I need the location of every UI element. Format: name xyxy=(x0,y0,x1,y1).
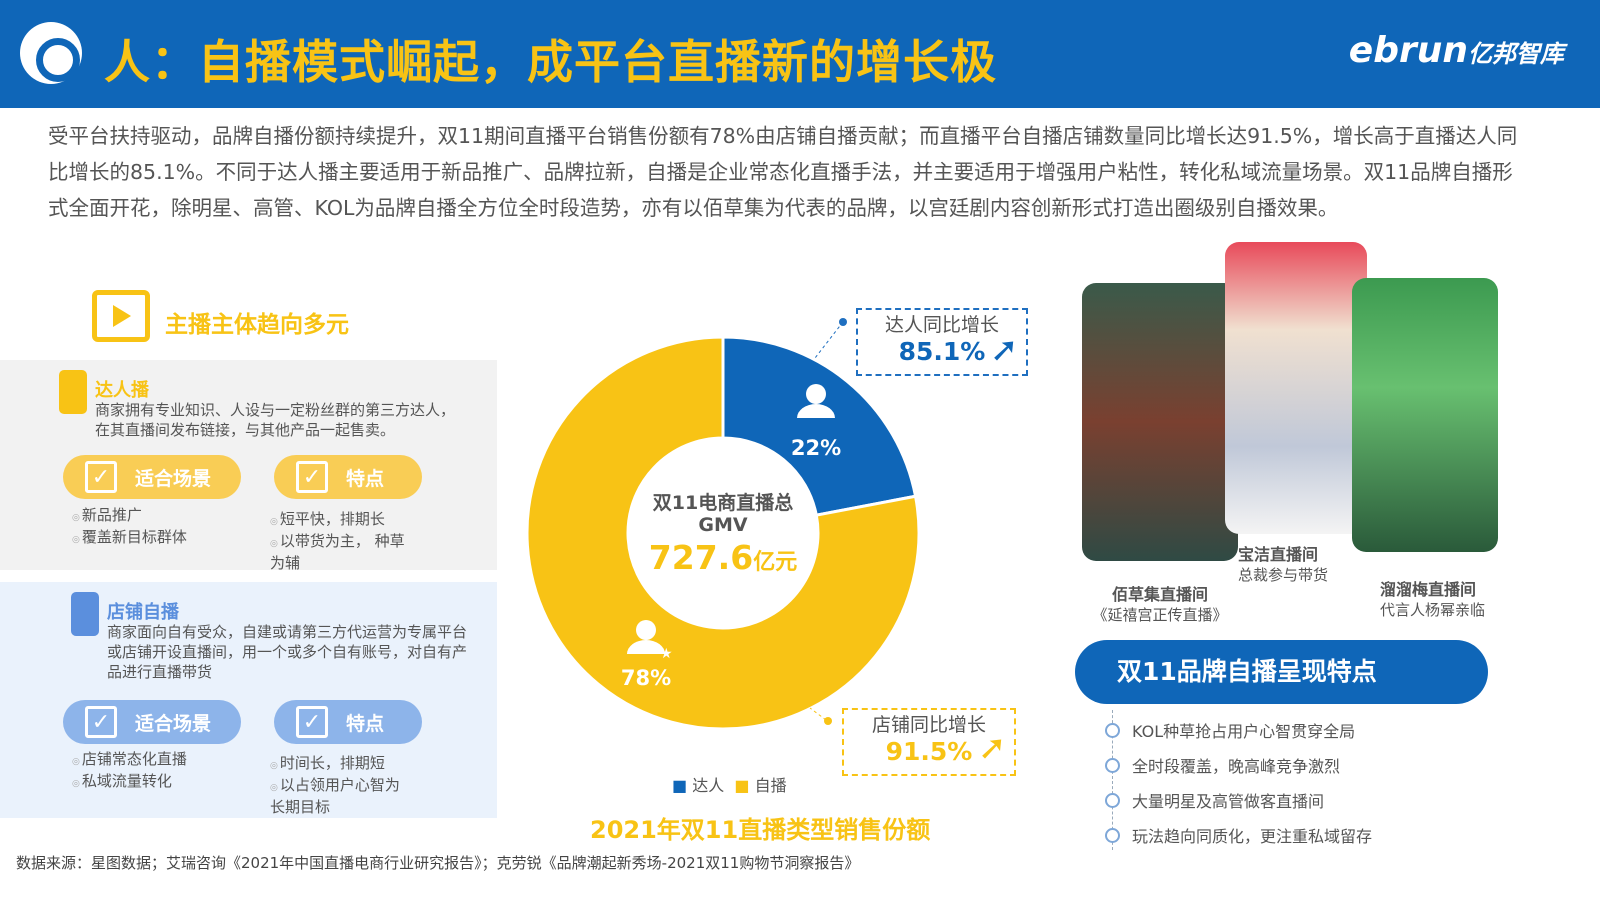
list-item: 以带货为主， 种草为辅 xyxy=(270,532,410,573)
caption-title: 溜溜梅直播间 xyxy=(1380,580,1477,599)
list-item: 覆盖新目标群体 xyxy=(72,528,187,550)
legend-label: 达人 xyxy=(692,776,725,795)
list-item: 短平快，排期长 xyxy=(270,510,410,532)
photo-pg xyxy=(1225,242,1367,534)
feature-item: KOL种草抢占用户心智贯穿全局 xyxy=(1105,718,1355,742)
photo-caption: 溜溜梅直播间 代言人杨幂亲临 xyxy=(1380,580,1500,620)
section-heading: 主播主体趋向多元 xyxy=(165,312,349,338)
timeline-line xyxy=(1112,710,1113,850)
page-title: 人：自播模式崛起，成平台直播新的增长极 xyxy=(104,35,997,89)
header-bar xyxy=(0,0,1600,108)
feature-pill: ✓ 特点 xyxy=(274,700,422,744)
leader-dot xyxy=(824,717,832,725)
caption-title: 佰草集直播间 xyxy=(1111,585,1208,604)
callout-label: 店铺同比增长 xyxy=(871,714,986,736)
chart-legend: ■ 达人 ■ 自播 xyxy=(672,772,787,796)
svg-text:★: ★ xyxy=(660,646,673,662)
tv-play-icon xyxy=(92,290,150,342)
callout-value: 91.5% xyxy=(885,737,973,766)
legend-swatch: ■ xyxy=(672,776,688,795)
slice-label: 78% xyxy=(621,666,671,690)
callout-store: 店铺同比增长 91.5% xyxy=(842,708,1016,776)
person-star-icon: ★ xyxy=(627,620,673,662)
slice-label: 22% xyxy=(791,436,841,460)
scene-pill: ✓ 适合场景 xyxy=(63,455,241,499)
list-item: 店铺常态化直播 xyxy=(72,750,187,772)
circle-bullet-icon xyxy=(1105,722,1120,738)
panel-desc: 商家面向自有受众，自建或请第三方代运营为专属平台或店铺开设直播间，用一个或多个自… xyxy=(107,623,468,681)
photo-liuliumei xyxy=(1352,278,1498,552)
caption-title: 宝洁直播间 xyxy=(1238,545,1319,564)
intro-text: 受平台扶持驱动，品牌自播份额持续提升，双11期间直播平台销售份额有78%由店铺自… xyxy=(48,124,1518,220)
arrow-up-icon: ➚ xyxy=(978,728,1007,768)
circle-bullet-icon xyxy=(1105,757,1120,773)
center-value: 727.6亿元 xyxy=(623,538,823,577)
photo-caption: 宝洁直播间总裁参与带货 xyxy=(1238,545,1358,585)
source-note: 数据来源：星图数据；艾瑞咨询《2021年中国直播电商行业研究报告》；克劳锐《品牌… xyxy=(16,854,860,872)
circle-bullet-icon xyxy=(1105,792,1120,808)
callout-value: 85.1% xyxy=(898,337,986,366)
leader-dot xyxy=(839,318,847,326)
pill-label: 特点 xyxy=(346,712,385,735)
feature-item: 大量明星及高管做客直播间 xyxy=(1105,788,1324,812)
panel-title: 店铺自播 xyxy=(107,602,179,623)
feature-item: 全时段覆盖，晚高峰竞争激烈 xyxy=(1105,753,1340,777)
callout-label: 达人同比增长 xyxy=(884,314,999,336)
chart-title: 2021年双11直播类型销售份额 xyxy=(590,816,931,844)
scene-list: 新品推广覆盖新目标群体 xyxy=(72,506,187,550)
leader-line xyxy=(814,321,844,359)
callout-influencer: 达人同比增长 85.1% xyxy=(856,308,1028,376)
gmv-unit: 亿元 xyxy=(753,550,798,575)
panel-desc: 商家拥有专业知识、人设与一定粉丝群的第三方达人，在其直播间发布链接，与其他产品一… xyxy=(95,401,456,439)
photo-baicaoji xyxy=(1082,283,1238,561)
brand-name: ebrun xyxy=(1348,30,1468,71)
logo-icon xyxy=(20,22,82,84)
legend-label: 自播 xyxy=(754,776,787,795)
pill-label: 适合场景 xyxy=(135,712,212,735)
checkbox-icon: ✓ xyxy=(85,461,117,493)
caption-sub: 总裁参与带货 xyxy=(1238,566,1329,584)
legend-swatch: ■ xyxy=(734,776,750,795)
arrow-up-icon: ➚ xyxy=(990,330,1019,370)
feature-list: 短平快，排期长以带货为主， 种草为辅 xyxy=(270,510,410,573)
donut-chart: ★ 22% 78% xyxy=(525,318,921,731)
caption-sub: 《延禧宫正传直播》 xyxy=(1092,606,1228,624)
brand-name-cn: 亿邦智库 xyxy=(1468,40,1564,68)
donut-slice-自播 xyxy=(525,335,921,731)
list-item: 以占领用户心智为长期目标 xyxy=(270,776,405,817)
center-label: 双11电商直播总GMV xyxy=(652,492,794,536)
feature-item: 玩法趋向同质化，更注重私域留存 xyxy=(1105,823,1372,847)
donut-slice-达人 xyxy=(721,335,918,517)
feature-text: 玩法趋向同质化，更注重私域留存 xyxy=(1132,827,1373,846)
scene-list: 店铺常态化直播私域流量转化 xyxy=(72,750,187,794)
list-item: 新品推广 xyxy=(72,506,187,528)
pill-label: 适合场景 xyxy=(135,467,212,490)
checkbox-icon: ✓ xyxy=(296,706,328,738)
feature-text: KOL种草抢占用户心智贯穿全局 xyxy=(1132,722,1356,741)
feature-pill: ✓ 特点 xyxy=(274,455,422,499)
scene-pill: ✓ 适合场景 xyxy=(63,700,241,744)
panel-title: 达人播 xyxy=(95,380,149,401)
checkbox-icon: ✓ xyxy=(296,461,328,493)
leader-line xyxy=(809,707,827,721)
tag-marker xyxy=(59,370,87,414)
gmv-value: 727.6 xyxy=(648,538,754,577)
features-title: 双11品牌自播呈现特点 xyxy=(1075,640,1488,704)
list-item: 私域流量转化 xyxy=(72,772,187,794)
pill-label: 特点 xyxy=(346,467,385,490)
feature-text: 全时段覆盖，晚高峰竞争激烈 xyxy=(1132,757,1341,776)
list-item: 时间长，排期短 xyxy=(270,754,405,776)
person-icon xyxy=(797,384,835,418)
tag-marker xyxy=(71,592,99,636)
caption-sub: 代言人杨幂亲临 xyxy=(1380,601,1486,619)
brand-logo: ebrun亿邦智库 xyxy=(1349,30,1564,71)
checkbox-icon: ✓ xyxy=(85,706,117,738)
feature-text: 大量明星及高管做客直播间 xyxy=(1132,792,1325,811)
feature-list: 时间长，排期短以占领用户心智为长期目标 xyxy=(270,754,405,817)
photo-caption: 佰草集直播间《延禧宫正传直播》 xyxy=(1080,585,1240,625)
circle-bullet-icon xyxy=(1105,827,1120,843)
